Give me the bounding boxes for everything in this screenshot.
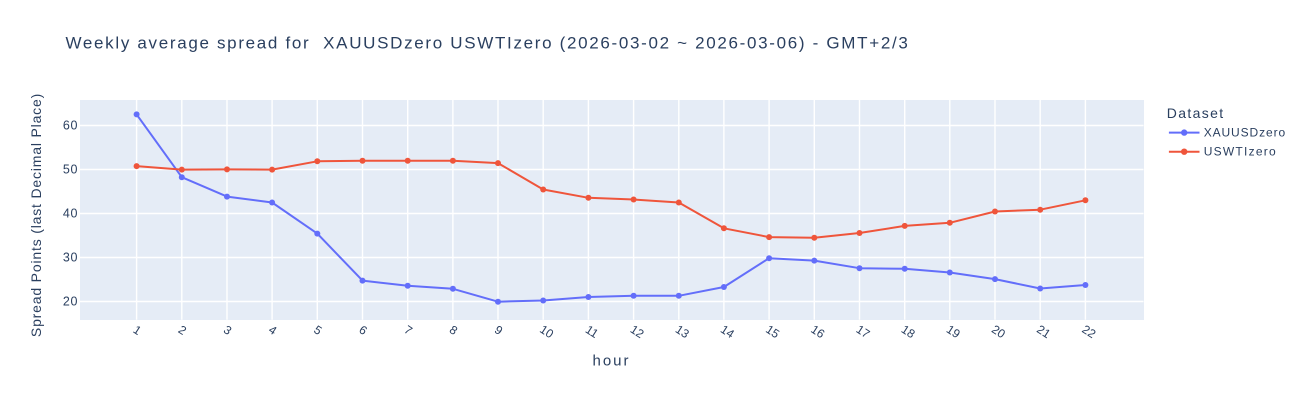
svg-text:60: 60 [63, 119, 78, 133]
svg-text:18: 18 [899, 322, 918, 341]
svg-text:30: 30 [63, 251, 78, 265]
svg-text:3: 3 [221, 322, 234, 338]
svg-text:19: 19 [944, 322, 963, 341]
svg-text:17: 17 [854, 322, 873, 341]
svg-text:Weekly average spread for XAU: Weekly average spread for XAUUSDzero USW… [66, 34, 910, 53]
svg-text:13: 13 [673, 322, 692, 341]
svg-text:40: 40 [63, 207, 78, 221]
svg-text:20: 20 [989, 322, 1008, 341]
svg-text:7: 7 [402, 322, 415, 338]
svg-text:5: 5 [311, 322, 324, 338]
svg-text:20: 20 [63, 295, 78, 309]
svg-text:10: 10 [537, 322, 556, 341]
svg-text:22: 22 [1079, 322, 1098, 341]
svg-text:14: 14 [718, 322, 737, 341]
svg-text:Dataset: Dataset [1167, 105, 1225, 121]
svg-text:11: 11 [583, 322, 601, 341]
svg-text:50: 50 [63, 163, 78, 177]
svg-text:Spread Points (last Decimal Pl: Spread Points (last Decimal Place) [28, 93, 44, 337]
svg-text:8: 8 [447, 322, 460, 338]
svg-text:1: 1 [131, 322, 144, 338]
svg-text:12: 12 [628, 322, 647, 341]
svg-text:4: 4 [266, 322, 279, 338]
svg-text:hour: hour [592, 353, 630, 370]
svg-text:6: 6 [356, 322, 369, 338]
svg-text:9: 9 [492, 322, 505, 338]
svg-text:16: 16 [808, 322, 827, 341]
svg-text:21: 21 [1034, 322, 1053, 341]
svg-text:2: 2 [176, 322, 189, 338]
svg-text:15: 15 [763, 322, 782, 341]
svg-text:USWTIzero: USWTIzero [1204, 145, 1277, 159]
svg-text:XAUUSDzero: XAUUSDzero [1204, 126, 1286, 140]
